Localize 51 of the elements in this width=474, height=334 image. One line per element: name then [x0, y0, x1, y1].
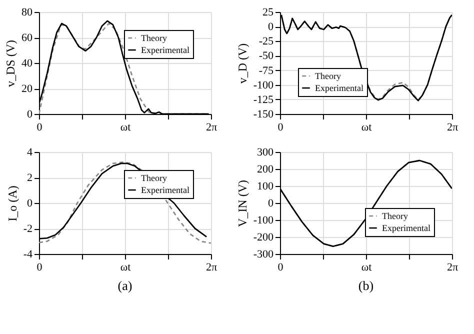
y-tick-label: 80	[22, 6, 33, 18]
y-tick-label: -125	[253, 94, 274, 106]
y-tick-label: -150	[253, 108, 274, 120]
y-tick-label: 0	[27, 108, 33, 120]
x-tick-label: 2π	[206, 262, 218, 274]
y-tick-label: 300	[257, 146, 274, 158]
legend-label: Theory	[141, 173, 168, 183]
legend-label: Theory	[315, 71, 342, 81]
text: (a)	[118, 278, 132, 293]
y-tick-label: 4	[27, 146, 33, 158]
text: (b)	[358, 278, 374, 293]
x-tick-label: 2π	[446, 262, 458, 274]
x-tick-label: ωt	[361, 262, 372, 274]
y-tick-label: -50	[258, 50, 274, 62]
y-tick-label: 20	[22, 83, 33, 95]
x-tick-label: ωt	[120, 262, 131, 274]
y-tick-label: 0	[27, 198, 33, 210]
y-tick-label: 100	[257, 180, 274, 192]
y-tick-label: 40	[22, 58, 33, 70]
y-tick-label: 0	[268, 198, 274, 210]
x-tick-label: 2π	[446, 122, 458, 134]
y-tick-label: -75	[258, 64, 274, 77]
y-tick-label: 2	[27, 172, 32, 184]
y-tick-label: 25	[262, 6, 274, 18]
y-tick-label: -100	[253, 79, 274, 92]
y-axis-title: v_DS (V)	[4, 40, 18, 87]
y-tick-label: 0	[268, 21, 274, 34]
y-tick-label: -4	[23, 248, 33, 260]
x-tick-label: 0	[278, 262, 284, 274]
y-tick-label: -2	[23, 223, 32, 235]
y-tick-label: -300	[253, 248, 274, 260]
y-axis-title: v_D (V)	[235, 43, 250, 84]
x-tick-label: 0	[36, 262, 43, 274]
y-axis-title: I_o (A)	[5, 186, 20, 222]
y-axis-title: V_IN (V)	[235, 180, 250, 227]
legend-label: Theory	[382, 211, 408, 221]
legend-label: Theory	[141, 33, 168, 43]
legend-label: Experimental	[141, 185, 190, 195]
legend-label: Experimental	[141, 45, 190, 55]
legend-label: Experimental	[382, 223, 431, 233]
y-tick-label: 60	[22, 32, 33, 44]
x-tick-label: 0	[36, 122, 43, 134]
y-tick-label: -25	[258, 36, 274, 48]
x-tick-label: ωt	[120, 122, 131, 134]
y-tick-label: -100	[253, 214, 274, 226]
y-tick-label: -200	[253, 232, 274, 244]
x-tick-label: 2π	[206, 122, 218, 134]
x-tick-label: ωt	[361, 122, 372, 134]
legend-label: Experimental	[315, 83, 364, 93]
x-tick-label: 0	[278, 122, 284, 134]
y-tick-label: 200	[257, 164, 274, 176]
